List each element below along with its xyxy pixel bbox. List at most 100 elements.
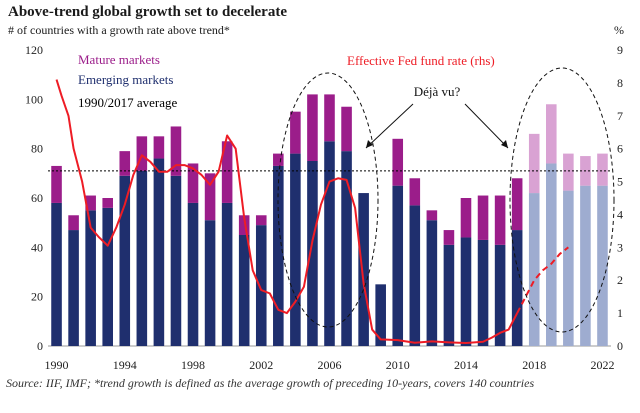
bar-mature: [426, 210, 438, 221]
bar-mature: [204, 173, 216, 221]
bar-mature: [460, 198, 472, 238]
bar-emerging: [563, 190, 574, 346]
bar-mature: [494, 195, 506, 245]
y-right-tick-label: 6: [617, 142, 623, 156]
y-right-tick-label: 5: [617, 175, 623, 189]
bar-emerging: [119, 175, 131, 346]
legend-mature-markets: Mature markets: [78, 52, 160, 67]
source-note: Source: IIF, IMF; *trend growth is defin…: [6, 376, 535, 390]
x-tick-label: 1994: [113, 358, 137, 372]
legend-average: 1990/2017 average: [78, 95, 178, 110]
y-left-tick-label: 80: [31, 142, 43, 156]
bar-mature: [477, 195, 489, 240]
bar-emerging: [375, 284, 386, 346]
bar-emerging: [307, 161, 318, 346]
bar-emerging: [255, 225, 267, 346]
x-tick-label: 2006: [318, 358, 342, 372]
y-left-tick-label: 20: [31, 290, 43, 304]
bar-mature: [221, 141, 233, 203]
arrowhead-left: [366, 140, 373, 148]
bar-emerging: [392, 185, 404, 346]
y-left-tick-label: 120: [25, 43, 43, 57]
bar-emerging: [324, 141, 335, 346]
bar-emerging: [238, 235, 250, 346]
bar-emerging: [273, 165, 284, 346]
bar-emerging: [204, 220, 216, 346]
bar-emerging: [68, 230, 79, 346]
arrow-right: [464, 103, 509, 149]
x-tick-label: 1990: [45, 358, 69, 372]
y-right-tick-label: 0: [617, 339, 623, 353]
y-right-tick-label: 8: [617, 76, 623, 90]
bar-mature: [255, 215, 267, 226]
bar-emerging: [290, 153, 301, 346]
bar-emerging: [136, 170, 148, 346]
bar-emerging: [358, 193, 369, 346]
bar-emerging: [409, 205, 421, 346]
y-right-tick-label: 7: [617, 109, 623, 123]
fed-rate-line: [55, 79, 519, 345]
bar-mature: [85, 195, 96, 211]
bar-emerging: [221, 202, 233, 346]
bar-emerging: [153, 158, 165, 346]
bar-mature: [153, 136, 165, 159]
x-tick-label: 2018: [522, 358, 546, 372]
bar-emerging: [580, 185, 591, 346]
bar-emerging: [511, 230, 523, 346]
bar-emerging: [460, 237, 472, 346]
x-tick-label: 1998: [181, 358, 205, 372]
y-left-tick-label: 60: [31, 191, 43, 205]
bar-mature: [187, 163, 199, 203]
bar-mature: [136, 136, 148, 171]
bar-mature: [238, 215, 250, 235]
chart-title: Above-trend global growth set to deceler…: [8, 4, 287, 20]
arrow-left: [365, 103, 414, 149]
bar-emerging: [494, 244, 506, 346]
bar-mature: [443, 230, 455, 245]
y-right-tick-label: 3: [617, 240, 623, 254]
bar-mature: [392, 138, 404, 186]
deja-vu-ellipse-2020: [509, 67, 615, 333]
y-left-tick-label: 100: [25, 92, 43, 106]
bar-emerging: [187, 202, 199, 346]
x-tick-label: 2022: [590, 358, 614, 372]
bar-emerging: [170, 175, 182, 346]
bar-mature: [68, 215, 79, 231]
bar-emerging: [597, 185, 608, 346]
bar-mature: [341, 106, 352, 152]
bar-mature: [273, 153, 284, 166]
x-tick-label: 2010: [386, 358, 410, 372]
bar-emerging: [102, 207, 114, 346]
x-tick-label: 2002: [249, 358, 273, 372]
bar-mature: [51, 165, 62, 203]
x-tick-label: 2014: [454, 358, 478, 372]
bar-mature: [290, 111, 301, 154]
y-right-tick-label: 1: [617, 306, 623, 320]
bar-emerging: [341, 151, 352, 346]
bar-emerging: [443, 244, 455, 346]
y-right-tick-label: 2: [617, 273, 623, 287]
fed-rate-label: Effective Fed fund rate (rhs): [347, 53, 495, 68]
bar-mature: [511, 178, 523, 231]
y-right-tick-label: 4: [617, 207, 623, 221]
arrowhead-right: [501, 140, 508, 148]
bar-mature: [409, 178, 421, 206]
left-axis-title: # of countries with a growth rate above …: [8, 23, 230, 37]
y-left-tick-label: 40: [31, 240, 43, 254]
bar-emerging: [528, 193, 540, 346]
bar-mature: [324, 94, 335, 142]
bar-mature: [102, 198, 114, 208]
bar-mature: [563, 153, 574, 191]
right-axis-title: %: [614, 23, 624, 37]
legend-emerging-markets: Emerging markets: [78, 72, 173, 87]
bar-emerging: [426, 220, 438, 346]
y-right-tick-label: 9: [617, 43, 623, 57]
bar-emerging: [85, 210, 96, 346]
bar-mature: [119, 151, 131, 176]
bar-emerging: [477, 239, 489, 346]
bar-mature: [307, 94, 318, 161]
bar-emerging: [51, 202, 62, 346]
bar-mature: [597, 153, 608, 186]
deja-vu-label: Déjà vu?: [414, 84, 461, 99]
